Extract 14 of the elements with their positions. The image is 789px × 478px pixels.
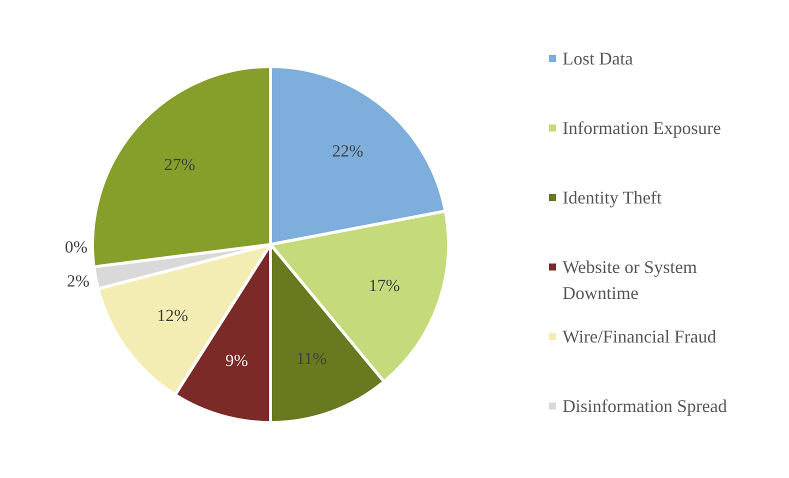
legend-label: Information Exposure — [562, 118, 721, 138]
text: 0% — [64, 238, 88, 257]
legend-label: Lost Data — [562, 48, 633, 68]
data-label: 12% — [156, 306, 188, 326]
data-label: 27% — [164, 154, 196, 174]
legend-label: Disinformation Spread — [562, 396, 727, 416]
data-label: 11% — [296, 348, 327, 368]
data-label: 9% — [225, 351, 248, 370]
data-label: 22% — [332, 142, 364, 161]
legend-label: Website or System Downtime — [562, 257, 698, 303]
legend-label: Identity Theft — [562, 188, 662, 208]
legend-label: Wire/Financial Fraud — [562, 326, 716, 346]
data-label: 2% — [66, 272, 90, 291]
data-label: 17% — [368, 276, 400, 295]
